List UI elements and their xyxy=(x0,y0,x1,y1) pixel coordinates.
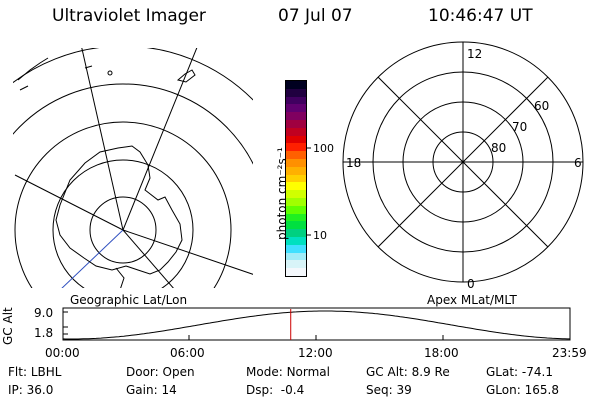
glon-info: GLon: 165.8 xyxy=(486,383,559,397)
mlat-label-60: 60 xyxy=(534,99,549,113)
lat-circle xyxy=(52,159,194,288)
colorbar-segment xyxy=(286,119,306,128)
colorbar-segment xyxy=(286,182,306,191)
altitude-xtick-0: 00:00 xyxy=(45,346,80,360)
colorbar-segment xyxy=(286,166,306,175)
lat-circle xyxy=(14,121,232,288)
coastline xyxy=(115,267,125,288)
door-info: Door: Open xyxy=(126,365,195,379)
colorbar-segment xyxy=(286,197,306,206)
altitude-ytick-max: 9.0 xyxy=(34,306,54,320)
new-zealand-coastline xyxy=(176,69,196,83)
colorbar-segment xyxy=(286,190,306,198)
mlt-polar-grid: 12 18 6 0 60 70 80 xyxy=(342,41,584,291)
colorbar-segment xyxy=(286,88,306,97)
colorbar-segment xyxy=(286,213,306,222)
colorbar-segment xyxy=(286,143,306,152)
colorbar-segment xyxy=(286,81,306,89)
seq-info: Seq: 39 xyxy=(366,383,412,397)
meridian-line xyxy=(122,229,253,275)
colorbar-segment xyxy=(286,151,306,159)
geographic-grid-label: Geographic Lat/Lon xyxy=(70,293,188,307)
colorbar-segment xyxy=(286,96,306,105)
colorbar-segment xyxy=(286,112,306,120)
colorbar-segment xyxy=(286,268,306,276)
meridian-line xyxy=(122,48,198,231)
colorbar-segment xyxy=(286,236,306,245)
mlt-line-diagonal xyxy=(377,76,549,248)
colorbar-segment xyxy=(286,244,306,253)
mlt-label-12: 12 xyxy=(467,47,482,61)
colorbar-axis: 100 10 xyxy=(306,142,334,242)
island xyxy=(84,65,93,69)
colorbar-segment xyxy=(286,135,306,144)
glat-info: GLat: -74.1 xyxy=(486,365,553,379)
colorbar-tick-100: 100 xyxy=(313,142,334,155)
colorbar-segment xyxy=(286,221,306,230)
altitude-xtick-3: 18:00 xyxy=(424,346,459,360)
mlt-label-18: 18 xyxy=(346,156,361,170)
colorbar-segment xyxy=(286,260,306,269)
mlat-label-80: 80 xyxy=(491,141,506,155)
observation-time: 10:46:47 UT xyxy=(428,6,533,26)
geographic-map xyxy=(13,48,253,288)
colorbar-segment xyxy=(286,174,306,183)
filter-info: Flt: LBHL xyxy=(8,365,62,379)
australia-coastline xyxy=(17,57,49,91)
altitude-xtick-2: 12:00 xyxy=(298,346,333,360)
altitude-ytick-min: 1.8 xyxy=(34,326,54,340)
meridian-line xyxy=(81,48,124,231)
meridian-line xyxy=(61,229,124,288)
mlat-label-70: 70 xyxy=(512,120,527,134)
colorbar-segment xyxy=(286,252,306,261)
colorbar-unit-label: photon cm⁻²s⁻¹ xyxy=(275,147,289,240)
altitude-ylabel: GC Alt xyxy=(1,307,15,345)
lat-circle xyxy=(13,83,253,165)
colorbar-tick-10: 10 xyxy=(313,229,327,242)
island xyxy=(107,70,113,76)
mlt-label-6: 6 xyxy=(574,156,582,170)
altitude-strip-plot xyxy=(62,307,571,341)
altitude-xtick-1: 06:00 xyxy=(170,346,205,360)
colorbar-segment xyxy=(286,205,306,214)
gc-alt-info: GC Alt: 8.9 Re xyxy=(366,365,450,379)
lat-circle xyxy=(89,196,157,264)
apex-grid-label: Apex MLat/MLT xyxy=(427,293,517,307)
ip-info: IP: 36.0 xyxy=(8,383,54,397)
mode-info: Mode: Normal xyxy=(246,365,330,379)
colorbar-segment xyxy=(286,229,306,237)
gain-info: Gain: 14 xyxy=(126,383,177,397)
colorbar-segment xyxy=(286,127,306,136)
meridian-line xyxy=(14,174,124,231)
intensity-colorbar xyxy=(285,80,307,277)
mlt-label-0: 0 xyxy=(467,277,475,291)
instrument-title: Ultraviolet Imager xyxy=(52,6,206,26)
dsp-info: Dsp: -0.4 xyxy=(246,383,305,397)
altitude-curve xyxy=(62,310,570,340)
colorbar-segment xyxy=(286,104,306,113)
altitude-xtick-4: 23:59 xyxy=(552,346,587,360)
meridian-line xyxy=(122,229,174,288)
antarctica-coastline xyxy=(55,145,183,275)
observation-date: 07 Jul 07 xyxy=(278,6,353,26)
colorbar-segment xyxy=(286,158,306,167)
